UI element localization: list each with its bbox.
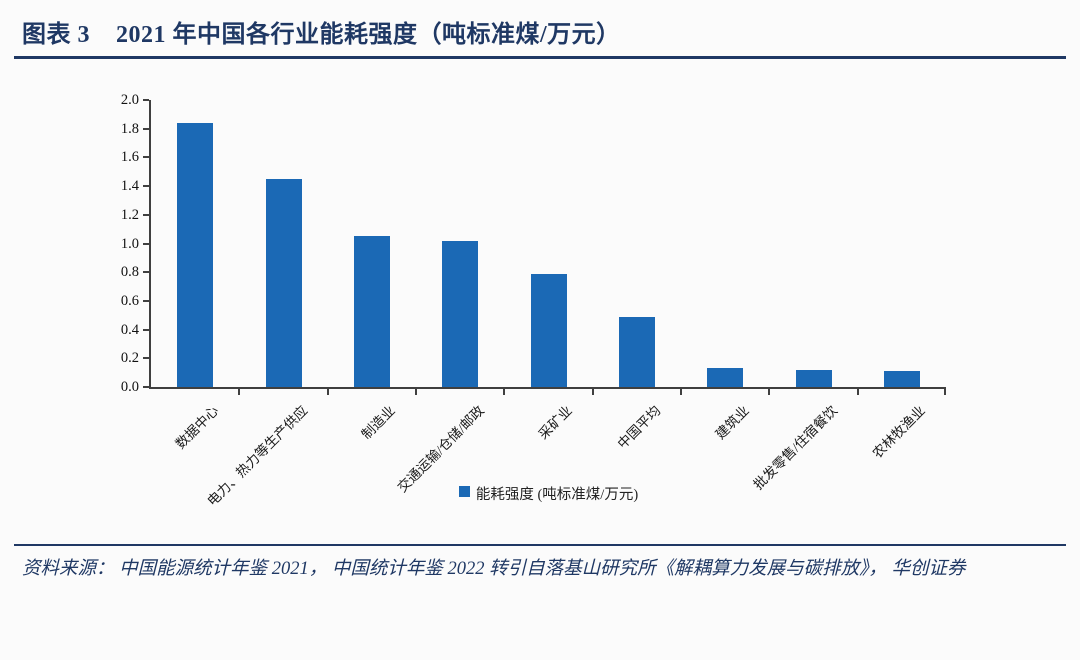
x-tick-label: 中国平均 <box>614 402 664 452</box>
y-tick-label: 1.4 <box>120 178 139 195</box>
y-tick-mark <box>143 299 149 302</box>
y-tick-label: 0.6 <box>120 292 139 309</box>
bar <box>177 122 214 387</box>
figure-header: 图表 3 2021 年中国各行业能耗强度（吨标准煤/万元） <box>22 14 621 49</box>
x-tick-mark <box>415 387 417 395</box>
y-tick-label: 0.4 <box>120 321 139 338</box>
x-tick-label: 制造业 <box>359 402 399 443</box>
y-tick-mark <box>143 328 149 331</box>
x-tick-mark <box>503 387 506 395</box>
y-tick-label: 0.8 <box>120 264 139 281</box>
y-tick-label: 0.2 <box>120 350 139 367</box>
y-tick-mark <box>143 99 149 101</box>
bar <box>618 316 655 387</box>
bar <box>883 371 920 387</box>
y-tick-label: 1.0 <box>120 235 139 252</box>
y-tick-mark <box>143 271 149 274</box>
legend-label: 能耗强度 (吨标准煤/万元) <box>475 487 639 503</box>
y-tick-label: 1.8 <box>120 120 139 137</box>
y-tick-label: 1.2 <box>120 206 139 223</box>
bar <box>442 240 479 387</box>
y-tick-mark <box>143 185 149 188</box>
x-tick-mark <box>768 387 771 395</box>
figure-title: 2021 年中国各行业能耗强度（吨标准煤/万元） <box>116 22 621 48</box>
x-tick-mark <box>326 387 329 395</box>
x-tick-label: 批发零售/住宿餐饮 <box>750 402 840 493</box>
x-tick-mark <box>591 387 594 395</box>
x-tick-label: 采矿业 <box>535 402 575 443</box>
y-tick-mark <box>143 213 149 216</box>
x-tick-mark <box>680 387 682 395</box>
source-divider <box>14 544 1066 546</box>
bar <box>265 178 302 387</box>
y-tick-mark <box>143 242 149 245</box>
bar <box>353 236 390 387</box>
x-tick-mark <box>856 387 859 395</box>
y-tick-label: 0.0 <box>120 379 139 395</box>
x-tick-mark <box>944 387 946 395</box>
x-tick-label: 农林牧渔业 <box>869 402 929 462</box>
bar <box>795 369 832 387</box>
figure-label: 图表 3 <box>22 22 90 48</box>
source-text: 资料来源： 中国能源统计年鉴 2021， 中国统计年鉴 2022 转引自落基山研… <box>22 559 966 579</box>
y-tick-mark <box>143 156 149 159</box>
y-tick-mark <box>143 127 149 130</box>
y-tick-label: 1.6 <box>120 149 139 166</box>
x-tick-label: 建筑业 <box>712 402 752 443</box>
y-tick-mark <box>143 357 149 360</box>
legend-swatch <box>458 486 470 497</box>
chart-legend: 能耗强度 (吨标准煤/万元) <box>151 483 946 504</box>
title-divider <box>14 56 1066 59</box>
bar <box>707 368 744 387</box>
x-tick-mark <box>238 387 241 395</box>
x-tick-label: 数据中心 <box>172 402 222 452</box>
y-tick-mark <box>143 386 149 388</box>
bar <box>530 273 567 387</box>
y-tick-label: 2.0 <box>120 92 139 108</box>
bar-chart-plot-area: 能耗强度 (吨标准煤/万元) 0.0 0.2 0.4 0.6 0.8 1.0 1.2 1.4 1… <box>121 92 946 509</box>
x-tick-label: 交通运输/仓储/邮政 <box>394 402 487 496</box>
